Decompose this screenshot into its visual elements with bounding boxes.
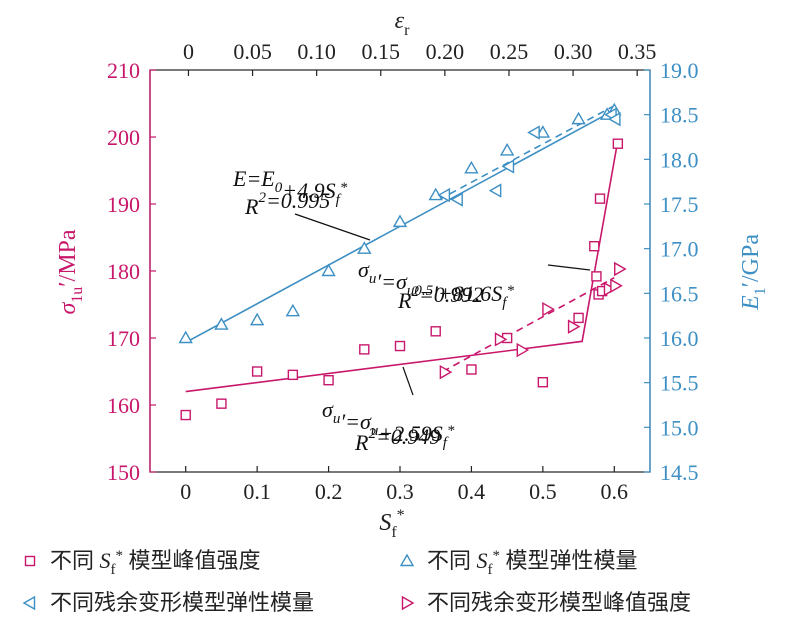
data-point-triangle-up	[357, 241, 372, 254]
data-point-triangle-up	[392, 214, 408, 228]
legend-label: 不同残余变形模型弹性模量	[50, 590, 314, 615]
top-tick-label: 0	[183, 39, 194, 64]
data-point-triangle-right	[516, 342, 530, 358]
data-point-square	[537, 377, 549, 388]
fit-line	[185, 140, 619, 393]
legend-marker-triangle-right	[401, 595, 415, 611]
left-tick-label: 150	[107, 460, 140, 485]
bottom-tick-label: 0.2	[315, 479, 343, 504]
top-tick-label: 0.30	[554, 39, 593, 64]
data-point-triangle-right	[603, 281, 617, 297]
data-point-triangle-right	[610, 278, 623, 293]
top-tick-label: 0.10	[297, 39, 336, 64]
data-point-square	[612, 138, 624, 149]
top-tick-label: 0.05	[233, 39, 272, 64]
data-point-triangle-left	[488, 183, 502, 198]
data-point-square	[589, 241, 600, 252]
data-point-square	[251, 366, 263, 377]
top-tick-label: 0.35	[618, 39, 657, 64]
data-point-square	[594, 193, 606, 204]
data-point-square	[394, 340, 406, 352]
left-tick-label: 180	[107, 259, 140, 284]
bottom-tick-label: 0.3	[386, 479, 414, 504]
data-point-triangle-right	[542, 301, 555, 317]
data-point-triangle-right	[439, 364, 453, 380]
data-point-square	[591, 271, 602, 282]
annotation-lower-strength-equation: σu′=σu+2.59Sf*	[322, 397, 455, 451]
bottom-axis-title: Sf*	[379, 507, 404, 541]
annotation-modulus-r2: R2=0.995	[244, 188, 330, 219]
data-point-triangle-up	[428, 187, 443, 201]
data-point-triangle-left	[437, 187, 451, 203]
data-point-triangle-right	[494, 332, 508, 347]
bottom-tick-label: 0	[180, 479, 191, 504]
bottom-tick-label: 0.6	[601, 479, 629, 504]
legend-marker-triangle-left	[22, 595, 36, 611]
right-tick-label: 17.5	[660, 192, 699, 217]
annotation-upper-strength-r2: R2=0.992	[397, 282, 483, 313]
left-tick-label: 170	[107, 326, 140, 351]
bottom-tick-label: 0.5	[529, 479, 557, 504]
data-point-triangle-up	[321, 263, 336, 277]
data-point-triangle-up	[214, 317, 229, 330]
annotation-modulus-leader	[294, 213, 371, 241]
right-tick-label: 17.0	[660, 237, 699, 262]
top-axis-title: εr	[395, 8, 410, 39]
left-tick-label: 190	[107, 192, 140, 217]
annotation-modulus-equation: E=E0+4.9Sf*	[232, 166, 348, 208]
data-point-triangle-left	[501, 159, 515, 174]
right-tick-label: 16.5	[660, 281, 699, 306]
legend-label: 不同残余变形模型峰值强度	[427, 590, 691, 615]
top-tick-label: 0.20	[426, 39, 465, 64]
left-tick-label: 210	[107, 58, 140, 83]
legend-marker-square	[24, 555, 36, 567]
fit-line	[442, 276, 615, 373]
data-point-square	[359, 344, 370, 355]
data-point-triangle-up	[464, 160, 479, 174]
annotation-upper-strength-equation: σu′=σu0.5′+81.6Sf*	[358, 257, 514, 311]
data-point-triangle-right	[567, 319, 581, 334]
right-tick-label: 15.0	[660, 415, 699, 440]
data-point-square	[573, 312, 584, 324]
data-point-triangle-up	[249, 312, 265, 326]
right-tick-label: 18.5	[660, 103, 699, 128]
legend-label: 不同 Sf* 模型峰值强度	[50, 548, 261, 578]
left-tick-label: 200	[107, 125, 140, 150]
bottom-tick-label: 0.4	[458, 479, 486, 504]
left-tick-label: 160	[107, 393, 140, 418]
data-point-square	[323, 375, 334, 386]
data-point-square	[216, 398, 227, 409]
top-tick-label: 0.15	[362, 39, 401, 64]
left-axis-title: σ1u′/MPa	[55, 229, 86, 314]
annotation-upper-strength-leader	[547, 264, 591, 271]
right-tick-label: 14.5	[660, 460, 699, 485]
annotation-lower-strength-leader	[402, 366, 414, 396]
right-tick-label: 15.5	[660, 371, 699, 396]
top-tick-label: 0.25	[490, 39, 529, 64]
right-axis-title: E1′/GPa	[738, 234, 769, 311]
data-point-triangle-up	[499, 142, 515, 156]
bottom-tick-label: 0.1	[243, 479, 271, 504]
right-tick-label: 16.0	[660, 326, 699, 351]
data-point-square	[466, 364, 477, 375]
data-point-triangle-left	[450, 192, 463, 207]
data-point-triangle-up	[178, 330, 193, 344]
data-point-triangle-up	[535, 125, 551, 138]
data-point-square	[430, 326, 441, 337]
legend-marker-triangle-up	[399, 553, 415, 567]
data-point-square	[180, 409, 191, 421]
legend-label: 不同 Sf* 模型弹性模量	[427, 548, 638, 578]
data-point-square	[287, 369, 299, 381]
right-tick-label: 19.0	[660, 58, 699, 83]
annotation-lower-strength-r2: R2=0.949	[354, 424, 440, 455]
data-point-triangle-left	[527, 125, 540, 140]
data-point-triangle-up	[285, 303, 301, 317]
data-point-triangle-right	[614, 261, 627, 277]
data-point-triangle-up	[571, 111, 586, 125]
data-point-triangle-left	[607, 111, 621, 127]
fit-line	[438, 105, 615, 201]
right-tick-label: 18.0	[660, 147, 699, 172]
